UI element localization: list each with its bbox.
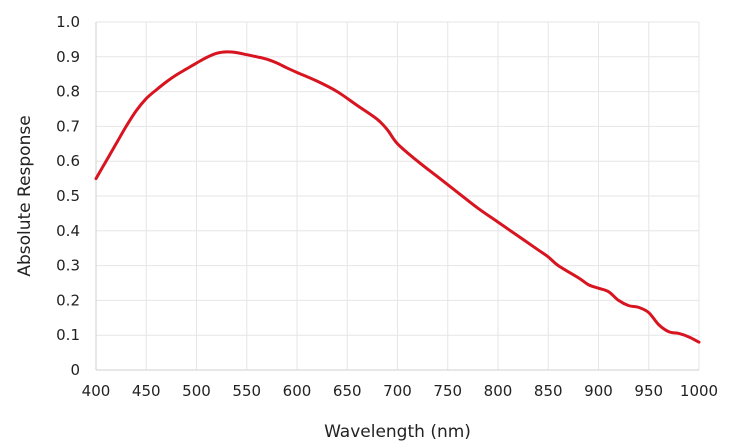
x-tick-label: 950 <box>634 382 663 400</box>
x-tick-labels: 400 450 500 550 600 650 700 750 800 850 900 950 1000 <box>82 382 718 400</box>
y-tick-label: 0.2 <box>56 291 80 309</box>
x-tick-label: 500 <box>182 382 211 400</box>
response-series-line <box>94 50 701 344</box>
y-tick-label: 1.0 <box>56 13 80 31</box>
y-tick-label: 0.5 <box>56 187 80 205</box>
y-tick-label: 0.3 <box>56 257 80 275</box>
series-group <box>94 50 701 344</box>
x-tick-label: 400 <box>82 382 111 400</box>
y-tick-label: 0.7 <box>56 117 80 135</box>
y-tick-label: 0.8 <box>56 83 80 101</box>
y-tick-label: 0 <box>70 361 80 379</box>
x-tick-label: 700 <box>383 382 412 400</box>
y-tick-label: 0.6 <box>56 152 80 170</box>
x-axis-label: Wavelength (nm) <box>324 422 471 442</box>
x-tick-label: 450 <box>132 382 161 400</box>
x-tick-label: 750 <box>433 382 462 400</box>
x-tick-label: 850 <box>534 382 563 400</box>
axes <box>95 22 699 371</box>
y-tick-label: 0.9 <box>56 48 80 66</box>
y-tick-labels: 0 0.1 0.2 0.3 0.4 0.5 0.6 0.7 0.8 0.9 1.0 <box>56 13 80 379</box>
y-tick-label: 0.4 <box>56 222 80 240</box>
x-tick-label: 550 <box>232 382 261 400</box>
x-tick-label: 650 <box>333 382 362 400</box>
x-tick-label: 1000 <box>680 382 718 400</box>
y-tick-label: 0.1 <box>56 326 80 344</box>
grid <box>95 21 700 371</box>
x-tick-label: 600 <box>283 382 312 400</box>
x-tick-label: 900 <box>584 382 613 400</box>
x-tick-label: 800 <box>484 382 513 400</box>
y-axis-label: Absolute Response <box>15 115 35 276</box>
